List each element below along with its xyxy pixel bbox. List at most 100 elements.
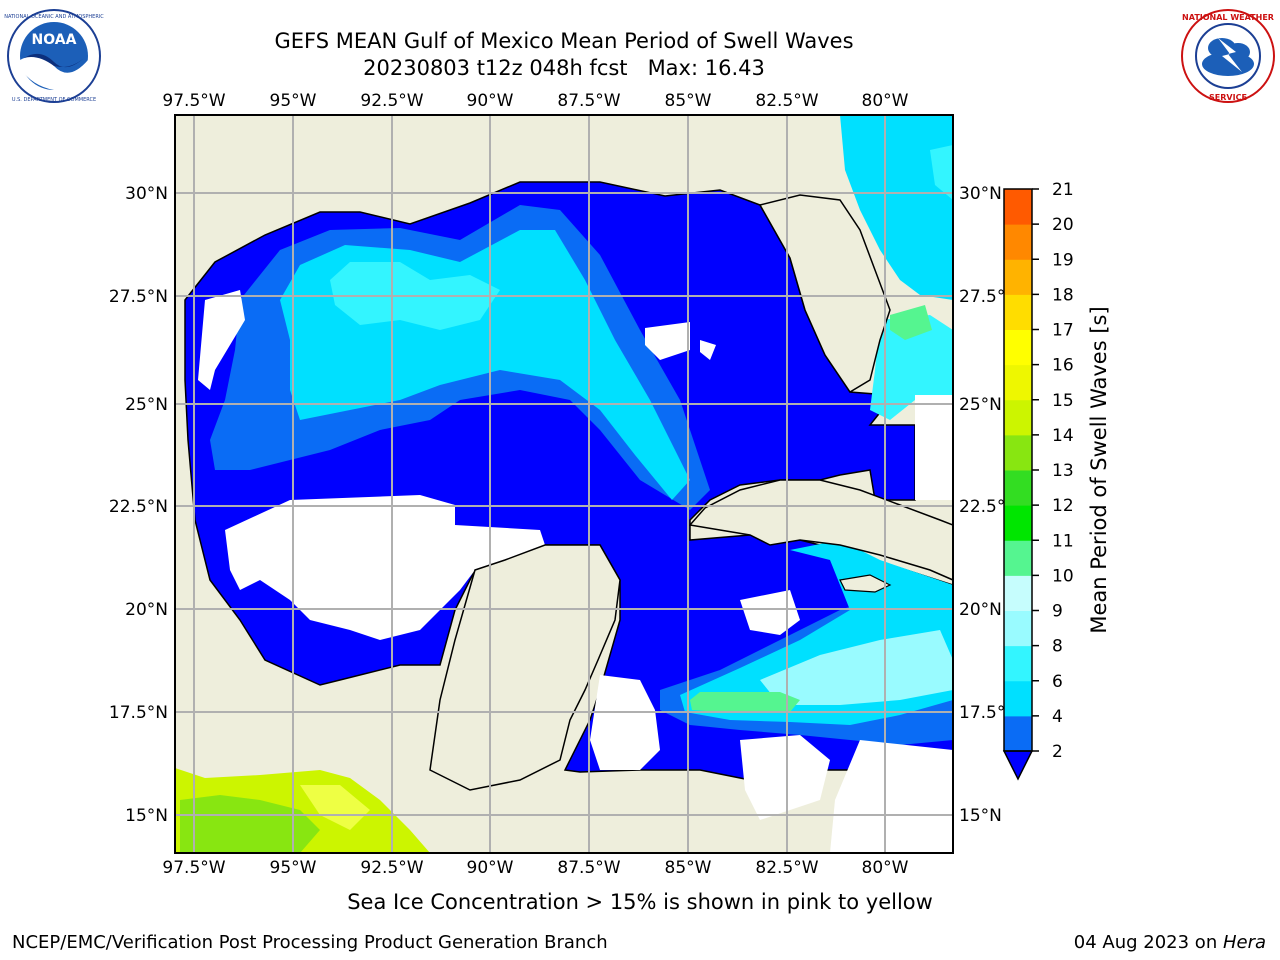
- nodata-eastern-gulf-1: [645, 322, 690, 360]
- colorbar-tick-label: 2: [1052, 742, 1063, 762]
- svg-text:SERVICE: SERVICE: [1209, 93, 1247, 102]
- x-tick-bottom-label: 95°W: [270, 858, 317, 878]
- x-tick-top-label: 92.5°W: [360, 91, 423, 111]
- map-gridlines: [175, 115, 953, 853]
- nodata-western-caribbean: [740, 590, 800, 635]
- x-tick-top-label: 90°W: [467, 91, 514, 111]
- colorbar-segment: [1004, 680, 1032, 717]
- colorbar-tick-label: 18: [1052, 285, 1074, 305]
- x-tick-bottom-label: 82.5°W: [755, 858, 818, 878]
- nodata-florida-straits: [915, 395, 953, 500]
- x-tick-bottom-label: 92.5°W: [360, 858, 423, 878]
- svg-text:NATIONAL WEATHER: NATIONAL WEATHER: [1182, 13, 1274, 22]
- colorbar-tick-label: 13: [1052, 461, 1074, 481]
- colorbar-segment: [1004, 259, 1032, 295]
- chart-subtitle: 20230803 t12z 048h fcst Max: 16.43: [363, 56, 765, 80]
- y-tick-right-label: 30°N: [959, 184, 1002, 204]
- sea-ice-note: Sea Ice Concentration > 15% is shown in …: [0, 890, 1280, 914]
- colorbar-segment: [1004, 575, 1032, 611]
- sea-ice-note-text: Sea Ice Concentration > 15% is shown in …: [347, 890, 933, 914]
- colorbar-segment: [1004, 470, 1032, 506]
- florida-peninsula: [758, 194, 891, 394]
- colorbar-segment: [1004, 399, 1032, 436]
- swell-zone-caribbean-pale: [760, 630, 953, 705]
- colorbar-label: Mean Period of Swell Waves [s]: [1087, 306, 1111, 633]
- nodata-bay-of-campeche: [225, 495, 545, 640]
- nodata-honduras-shelf: [590, 675, 660, 770]
- colorbar-segment: [1004, 505, 1032, 541]
- x-tick-top-label: 87.5°W: [557, 91, 620, 111]
- x-tick-bottom-label: 97.5°W: [162, 858, 225, 878]
- y-tick-left-label: 22.5°N: [109, 497, 168, 517]
- y-tick-left-label: 30°N: [125, 184, 168, 204]
- x-tick-bottom-label: 80°W: [862, 858, 909, 878]
- x-tick-top-label: 97.5°W: [162, 91, 225, 111]
- colorbar-tick-label: 6: [1052, 672, 1063, 692]
- jamaica-island: [839, 574, 892, 593]
- colorbar-tick-label: 11: [1052, 531, 1074, 551]
- colorbar-segment: [1004, 224, 1032, 260]
- y-tick-right-label: 15°N: [959, 806, 1002, 826]
- x-tick-bottom-label: 90°W: [467, 858, 514, 878]
- nodata-mosquito-coast: [740, 735, 830, 820]
- colorbar-segment: [1004, 294, 1032, 330]
- colorbar-tick-label: 19: [1052, 250, 1074, 270]
- colorbar-tick-label: 10: [1052, 566, 1074, 586]
- nodata-western-shelf: [198, 290, 245, 390]
- y-tick-right-label: 20°N: [959, 600, 1002, 620]
- x-tick-top-label: 80°W: [862, 91, 909, 111]
- x-tick-top-label: 85°W: [665, 91, 712, 111]
- x-tick-bottom-label: 85°W: [665, 858, 712, 878]
- footer-credit: NCEP/EMC/Verification Post Processing Pr…: [12, 932, 608, 953]
- svg-text:NATIONAL OCEANIC AND ATMOSPHER: NATIONAL OCEANIC AND ATMOSPHERIC: [4, 14, 104, 20]
- x-tick-top-label: 82.5°W: [755, 91, 818, 111]
- swell-zone-atlantic-pale: [930, 145, 953, 200]
- svg-text:U.S. DEPARTMENT OF COMMERCE: U.S. DEPARTMENT OF COMMERCE: [12, 97, 96, 103]
- colorbar-extend-min: [1002, 750, 1034, 781]
- colorbar-tick-label: 16: [1052, 356, 1074, 376]
- chart-title: GEFS MEAN Gulf of Mexico Mean Period of …: [274, 29, 854, 53]
- colorbar-segment: [1004, 329, 1032, 366]
- colorbar-segment: [1004, 610, 1032, 647]
- y-tick-left-label: 20°N: [125, 600, 168, 620]
- pacific-field-inner: [180, 795, 320, 853]
- colorbar: 2 4 6 8 9 10 11 12 13 14 15 16 17 18 19 20 21: [1002, 180, 1074, 781]
- swell-zone-caribbean-green: [690, 692, 800, 712]
- y-tick-left-label: 27.5°N: [109, 287, 168, 307]
- nws-logo: NATIONAL WEATHER SERVICE: [1178, 8, 1275, 104]
- footer-date: 04 Aug 2023 on Hera: [1074, 932, 1266, 953]
- yucatan-landmass: [429, 544, 621, 791]
- pacific-field-patch: [300, 785, 370, 830]
- noaa-logo: NOAA NATIONAL OCEANIC AND ATMOSPHERIC U.…: [4, 8, 104, 104]
- footer-host: Hera: [1222, 932, 1266, 953]
- y-tick-left-label: 17.5°N: [109, 703, 168, 723]
- x-tick-bottom-label: 87.5°W: [557, 858, 620, 878]
- colorbar-tick-label: 12: [1052, 496, 1074, 516]
- footer-date-text: 04 Aug 2023 on: [1073, 932, 1223, 953]
- noaa-logo-text: NOAA: [32, 32, 77, 48]
- colorbar-segment: [1004, 540, 1032, 576]
- nodata-east-caribbean: [830, 740, 953, 853]
- y-tick-right-label: 25°N: [959, 395, 1002, 415]
- nodata-eastern-gulf-2: [700, 340, 716, 360]
- swell-zone-bahamas-green: [890, 305, 932, 340]
- colorbar-segment: [1004, 189, 1032, 225]
- colorbar-tick-label: 15: [1052, 391, 1074, 411]
- colorbar-tick-label: 21: [1052, 180, 1074, 200]
- x-tick-top-label: 95°W: [270, 91, 317, 111]
- swell-zone-bahamas: [870, 315, 953, 420]
- colorbar-tick-label: 20: [1052, 215, 1074, 235]
- y-tick-left-label: 15°N: [125, 806, 168, 826]
- map-frame: [174, 114, 954, 854]
- colorbar-tick-label: 9: [1052, 602, 1063, 622]
- colorbar-segment: [1004, 645, 1032, 682]
- colorbar-tick-label: 17: [1052, 321, 1074, 341]
- colorbar-tick-label: 14: [1052, 426, 1074, 446]
- colorbar-segment: [1004, 364, 1032, 401]
- colorbar-tick-label: 4: [1052, 707, 1063, 727]
- colorbar-segment: [1004, 715, 1032, 752]
- colorbar-tick-label: 8: [1052, 637, 1063, 657]
- swell-zone-atlantic: [840, 115, 953, 300]
- colorbar-segment: [1004, 434, 1032, 471]
